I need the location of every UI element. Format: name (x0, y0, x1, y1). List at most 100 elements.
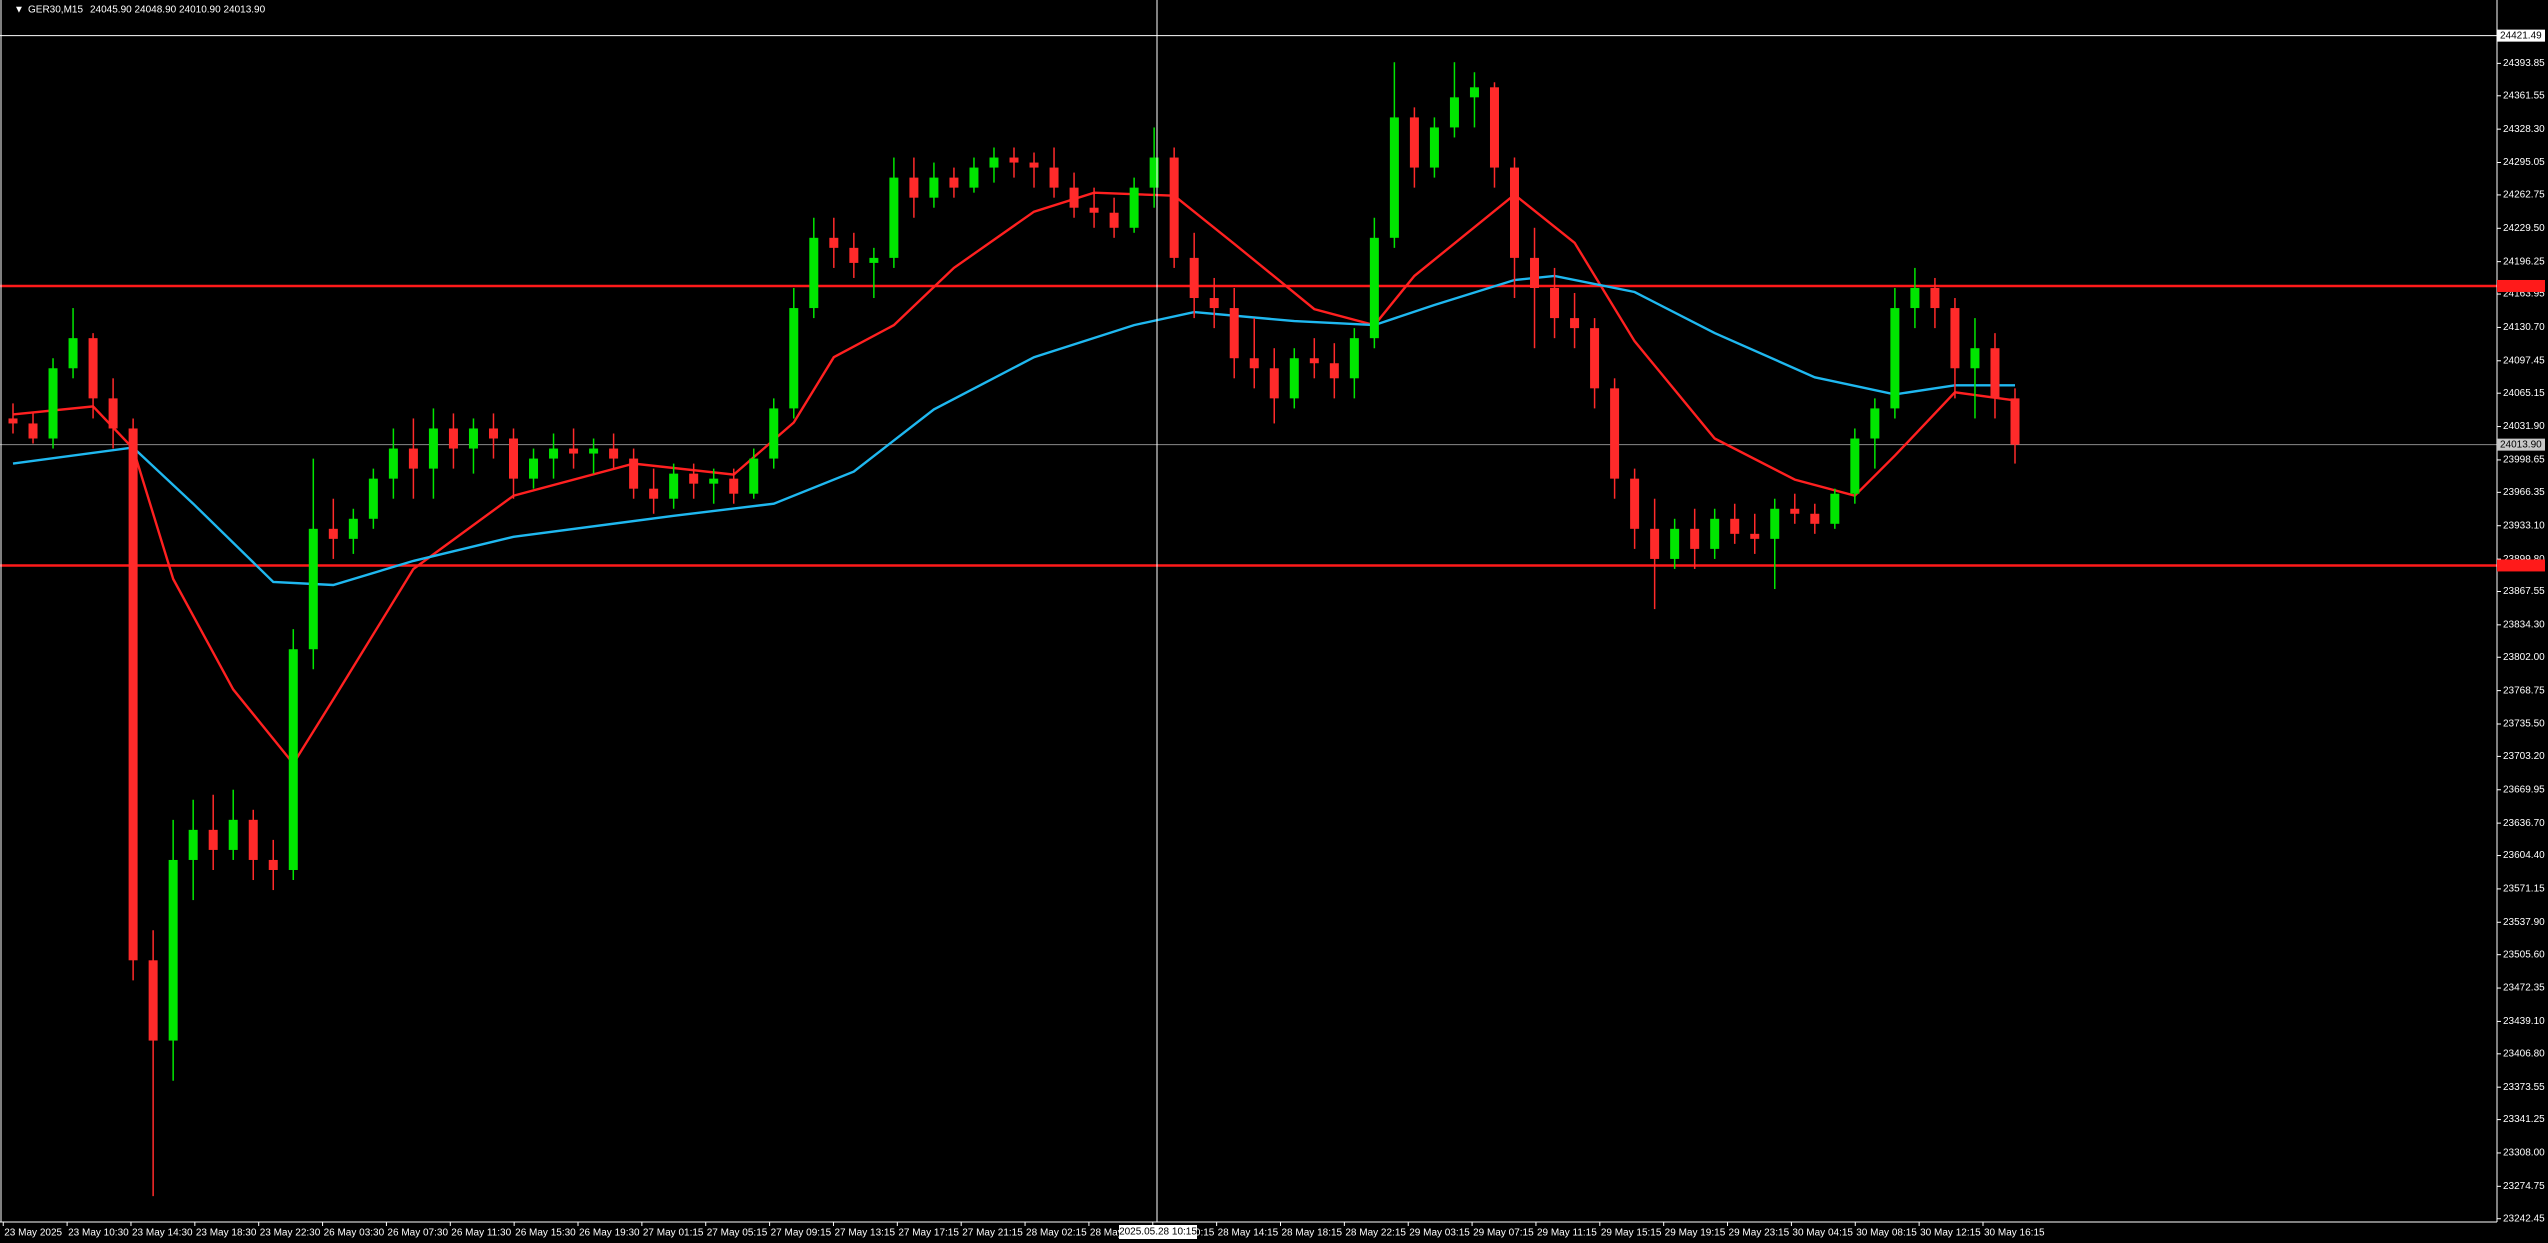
x-tick-label: 27 May 17:15 (898, 1228, 959, 1239)
candle-body (1690, 528, 1700, 549)
y-tick-label: 23669.95 (2503, 784, 2545, 795)
x-tick-label: 26 May 07:30 (387, 1228, 448, 1239)
crosshair-time-tag (1119, 1225, 1197, 1239)
candle-body (448, 428, 458, 449)
candle-body (1770, 508, 1780, 539)
y-tick-label: 24163.95 (2503, 289, 2545, 300)
x-tick-label: 29 May 15:15 (1601, 1228, 1662, 1239)
candle-body (1950, 308, 1960, 369)
candle-body (1890, 308, 1900, 409)
candle-body (1289, 358, 1299, 399)
y-tick-label: 23636.70 (2503, 818, 2545, 829)
candle-body (1990, 348, 2000, 399)
candle-body (368, 478, 378, 519)
candle-body (1329, 363, 1339, 379)
candle-body (569, 448, 579, 454)
candle-body (168, 859, 178, 1041)
candle-body (1249, 358, 1259, 369)
moving-average (12, 274, 2015, 587)
candle-body (709, 478, 719, 484)
candle-body (388, 448, 398, 479)
candle-body (769, 408, 779, 459)
candle-body (2010, 398, 2020, 445)
candle-body (1209, 298, 1219, 309)
plot-area (0, 62, 2497, 1197)
candle-body (729, 478, 739, 494)
candle-body (529, 458, 539, 479)
candle-body (128, 428, 138, 961)
candle-body (649, 488, 659, 499)
y-tick-label: 23834.30 (2503, 619, 2545, 630)
y-tick-label: 23802.00 (2503, 652, 2545, 663)
x-tick-label: 29 May 11:15 (1537, 1228, 1597, 1239)
candle-body (1069, 187, 1079, 208)
y-tick-label: 23899.80 (2503, 554, 2545, 565)
x-tick-label: 28 May 14:15 (1218, 1228, 1279, 1239)
symbol: GER30,M15 (28, 5, 83, 16)
collapse-icon[interactable]: ▼ (14, 5, 24, 16)
candle-body (1429, 127, 1439, 168)
candle-body (509, 438, 518, 479)
candle-body (909, 177, 919, 198)
y-tick-label: 24229.50 (2503, 223, 2545, 234)
candle-body (1510, 167, 1519, 258)
x-tick-label: 23 May 2025 (4, 1228, 62, 1239)
candle-body (1369, 237, 1379, 339)
candle-body (929, 177, 939, 198)
candle-body (1710, 518, 1720, 549)
candle-body (1650, 528, 1660, 559)
x-tick-label: 28 May 02:15 (1026, 1228, 1087, 1239)
y-tick-label: 24130.70 (2503, 322, 2545, 333)
level-tag (2497, 559, 2545, 572)
candle-body (488, 428, 498, 439)
x-tick-label: 27 May 09:15 (771, 1228, 832, 1239)
x-tick-label: 27 May 21:15 (962, 1228, 1023, 1239)
x-tick-label: 23 May 22:30 (260, 1228, 321, 1239)
y-tick-label: 24097.45 (2503, 355, 2545, 366)
candle-body (1409, 117, 1419, 168)
x-tick-label: 30 May 16:15 (1984, 1228, 2045, 1239)
candle-body (629, 458, 639, 489)
x-tick-label: 27 May 05:15 (707, 1228, 768, 1239)
y-tick-label: 23537.90 (2503, 917, 2545, 928)
candle-body (749, 458, 759, 494)
y-tick-label: 24361.55 (2503, 90, 2545, 101)
y-tick-label: 23439.10 (2503, 1016, 2545, 1027)
candle-body (148, 960, 158, 1041)
y-tick-label: 24262.75 (2503, 190, 2545, 201)
x-tick-label: 29 May 19:15 (1665, 1228, 1726, 1239)
y-tick-label: 23308.00 (2503, 1148, 2545, 1159)
candle-body (1570, 318, 1580, 329)
y-tick-label: 23703.20 (2503, 751, 2545, 762)
candle-body (849, 247, 859, 263)
ohlc-label: 24045.90 24048.90 24010.90 24013.90 (90, 5, 266, 16)
candle-body (1309, 358, 1319, 364)
candle-body (88, 338, 98, 399)
candle-body (1550, 287, 1560, 319)
y-tick-label: 24196.25 (2503, 256, 2545, 267)
y-tick-label: 23505.60 (2503, 949, 2545, 960)
x-tick-label: 28 May 22:15 (1345, 1228, 1406, 1239)
candle-body (228, 819, 238, 850)
candle-body (1149, 157, 1159, 188)
x-tick-label: 30 May 04:15 (1792, 1228, 1853, 1239)
y-tick-label: 23867.55 (2503, 586, 2545, 597)
x-tick-label: 29 May 03:15 (1409, 1228, 1470, 1239)
candle-body (589, 448, 599, 454)
candle-body (1630, 478, 1640, 529)
y-tick-label: 24393.85 (2503, 58, 2545, 69)
candle-body (188, 829, 198, 860)
x-tick-label: 23 May 14:30 (132, 1228, 193, 1239)
candle-body (609, 448, 619, 459)
y-tick-label: 23341.25 (2503, 1114, 2545, 1125)
candle-body (1910, 287, 1920, 309)
candle-body (869, 257, 879, 263)
candle-body (1449, 97, 1459, 128)
last-price-tag (2497, 438, 2545, 451)
candle-body (1049, 167, 1059, 188)
candle-body (1610, 388, 1620, 479)
candle-body (468, 428, 478, 449)
y-tick-label: 23768.75 (2503, 685, 2545, 696)
candle-body (1930, 287, 1940, 309)
